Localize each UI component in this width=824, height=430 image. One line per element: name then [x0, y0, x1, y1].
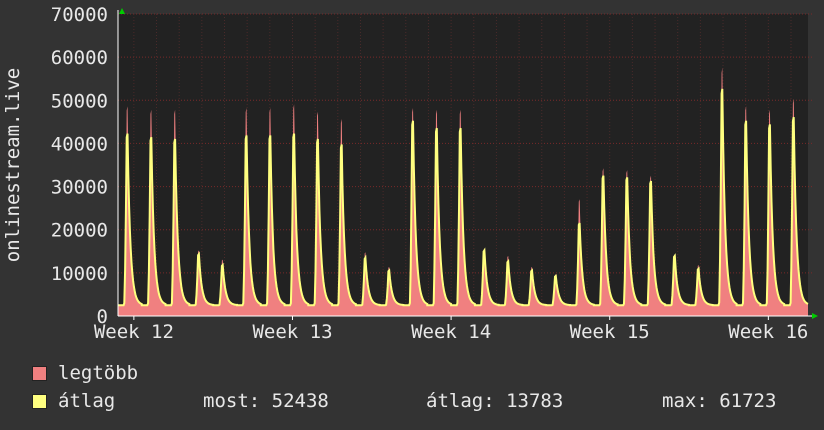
y-tick-label: 50000 — [51, 90, 108, 112]
x-tick-labels: Week 12 Week 13 Week 14 Week 15 Week 16 — [94, 316, 808, 340]
x-tick-label: Week 12 — [94, 321, 174, 340]
y-tick-label: 0 — [97, 306, 108, 328]
y-tick-label: 60000 — [51, 47, 108, 69]
y-axis-arrow — [119, 8, 125, 14]
avg-series-line — [118, 88, 809, 307]
x-tick-label: Week 15 — [570, 321, 650, 340]
x-tick-label: Week 16 — [728, 321, 808, 340]
y-tick-label: 40000 — [51, 133, 108, 155]
y-axis-label: onlinestream.live — [2, 68, 24, 262]
stat-max: max: 61723 — [662, 390, 777, 412]
legend-max-label: legtöbb — [58, 362, 139, 384]
legend-max-swatch — [32, 366, 47, 381]
legend-avg-label: átlag — [58, 390, 116, 412]
stat-average: átlag: 13783 — [426, 390, 564, 412]
y-tick-label: 70000 — [51, 4, 108, 26]
y-tick-label: 30000 — [51, 177, 108, 199]
traffic-chart: 0 10000 20000 30000 40000 50000 60000 70000 Wee… — [2, 4, 818, 340]
x-tick-label: Week 13 — [252, 321, 332, 340]
y-tick-labels: 0 10000 20000 30000 40000 50000 60000 70000 — [51, 4, 108, 328]
legend-avg-swatch — [32, 394, 47, 409]
stat-now: most: 52438 — [203, 390, 329, 412]
x-tick-label: Week 14 — [411, 321, 491, 340]
y-tick-label: 20000 — [51, 220, 108, 242]
y-tick-label: 10000 — [51, 263, 108, 285]
max-series-area — [118, 67, 808, 316]
x-axis-arrow — [812, 313, 818, 319]
